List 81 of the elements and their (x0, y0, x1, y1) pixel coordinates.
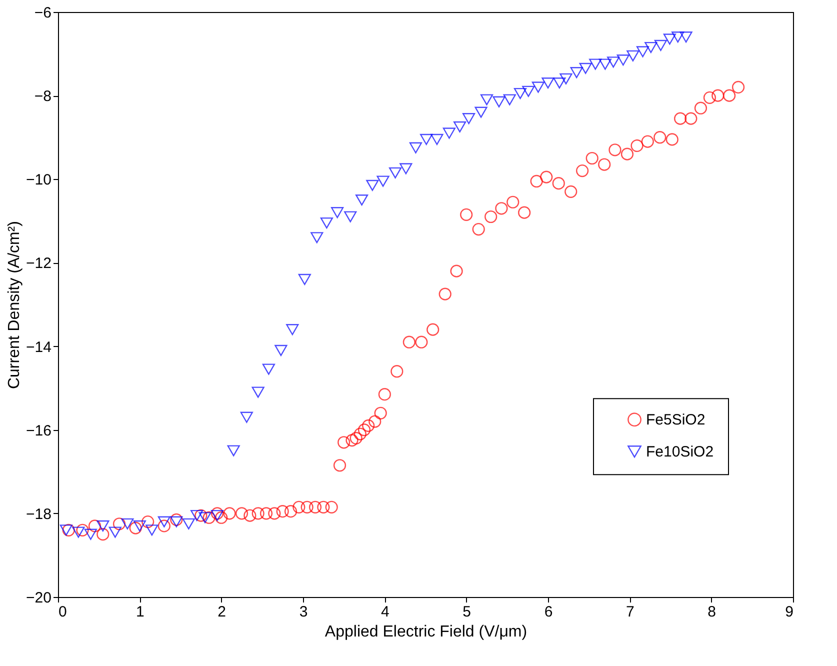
point (310, 232, 324, 244)
point (96, 520, 110, 532)
point (344, 211, 357, 222)
point (356, 194, 368, 206)
x-tick-label: 8 (708, 604, 716, 620)
point (190, 510, 204, 522)
point (170, 516, 183, 528)
point (274, 344, 288, 356)
point (503, 94, 516, 106)
point (146, 524, 158, 536)
y-tick-label: −18 (26, 506, 52, 523)
y-tick-label: −8 (34, 88, 52, 106)
x-tick-label: 5 (462, 604, 472, 620)
point (210, 510, 224, 522)
point (553, 78, 566, 89)
point (542, 78, 554, 89)
y-tick-label: −16 (26, 422, 52, 440)
point (298, 274, 311, 285)
point (680, 32, 692, 43)
x-tick-label: 2 (218, 604, 226, 620)
point (400, 163, 412, 174)
point (474, 106, 488, 118)
point (252, 386, 264, 398)
y-tick-label: −6 (34, 4, 52, 22)
point (514, 88, 527, 100)
x-tick-label: 3 (299, 604, 308, 620)
point (376, 176, 390, 187)
point (462, 113, 476, 124)
point (636, 46, 650, 58)
point (182, 518, 195, 530)
point (121, 518, 134, 530)
x-tick-label: 1 (136, 604, 144, 620)
point (388, 167, 402, 178)
y-axis-title: Current Density (A/cm²) (6, 220, 24, 390)
legend-label: Fe5SiO2 (646, 412, 706, 429)
point (480, 94, 494, 106)
x-tick-label: 6 (544, 604, 553, 620)
y-tick-label: −10 (26, 172, 52, 189)
point (420, 134, 433, 145)
point (672, 32, 684, 43)
point (366, 180, 379, 191)
point (598, 58, 612, 70)
point (442, 128, 456, 139)
point (644, 42, 658, 54)
point (227, 445, 240, 456)
legend-label: Fe10SiO2 (646, 444, 714, 461)
x-tick-label: 0 (58, 604, 67, 620)
point (133, 520, 146, 532)
point (616, 54, 630, 66)
y-tick-label: −20 (26, 590, 52, 606)
point (430, 134, 444, 145)
point (72, 526, 85, 538)
point (158, 516, 170, 528)
y-tick-label: −14 (26, 338, 52, 356)
point (607, 56, 620, 68)
point (663, 34, 676, 45)
point (409, 142, 422, 154)
point (240, 412, 253, 423)
point (108, 526, 122, 538)
x-axis-title: Applied Electric Field (V/μm) (324, 624, 528, 640)
point (84, 528, 97, 540)
point (589, 58, 602, 70)
point (532, 82, 544, 93)
x-tick-label: 9 (785, 604, 794, 620)
point (522, 86, 535, 97)
point (626, 50, 640, 62)
point (60, 524, 72, 536)
point (560, 73, 572, 84)
point (654, 40, 667, 51)
point (454, 121, 466, 132)
point (331, 207, 344, 218)
point (570, 67, 583, 78)
point (286, 324, 299, 336)
x-tick-label: 7 (626, 604, 634, 620)
y-tick-label: −12 (26, 255, 52, 272)
point (262, 364, 275, 375)
x-tick-label: 4 (380, 604, 390, 620)
point (492, 96, 506, 108)
point (198, 512, 212, 524)
point (320, 217, 333, 229)
point (579, 62, 592, 74)
